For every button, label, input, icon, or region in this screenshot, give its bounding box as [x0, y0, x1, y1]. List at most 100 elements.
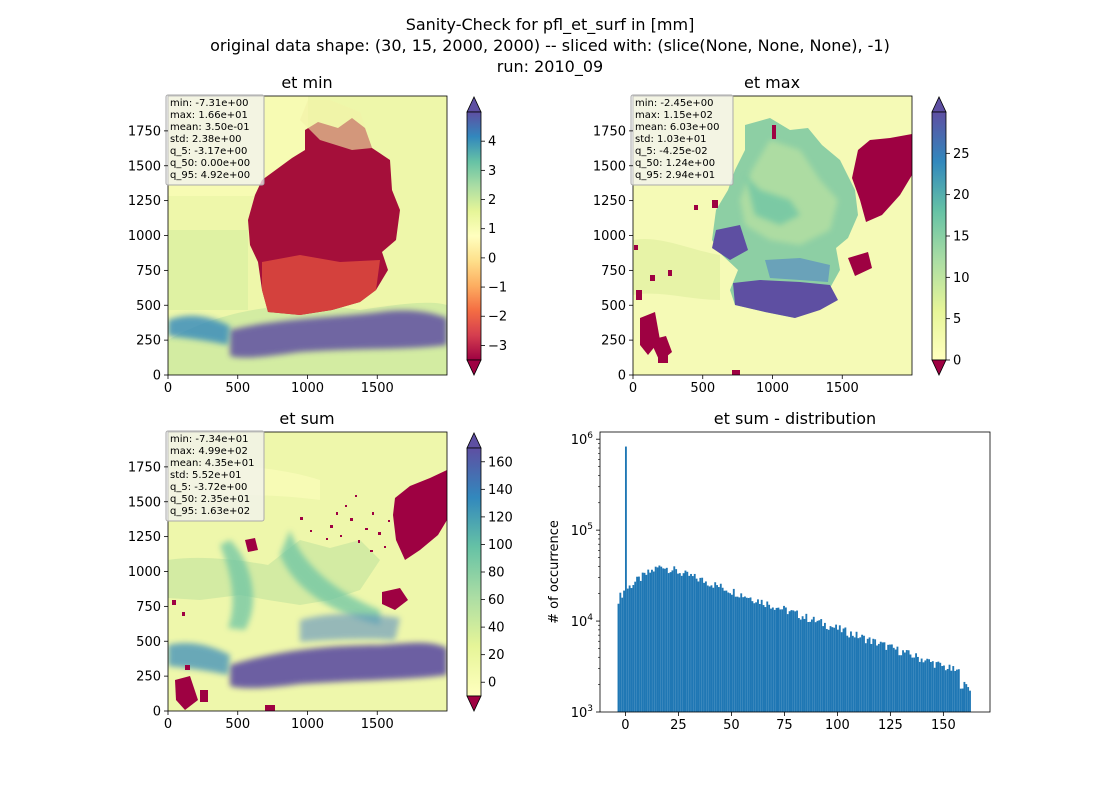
y-tick-label: 1750 [128, 124, 161, 139]
y-tick-label: 0 [153, 369, 161, 384]
histogram-bar [905, 650, 908, 712]
stat-line: mean: 3.50e-01 [170, 122, 250, 133]
histogram-bar [755, 602, 758, 712]
colorbar-tick-label: 20 [488, 648, 505, 663]
stat-line: q_5: -3.72e+00 [170, 482, 247, 493]
histogram-bar [749, 597, 752, 712]
histogram-bars [617, 446, 971, 712]
histogram-bar [924, 660, 927, 712]
histogram-bar [624, 446, 627, 712]
histogram-bar [740, 593, 743, 712]
histogram-bar [840, 632, 843, 712]
histogram-bar [621, 597, 624, 712]
histogram-bar [757, 599, 759, 712]
histogram-bar [928, 659, 931, 712]
histogram-bar [898, 655, 901, 712]
histogram-bar [937, 661, 940, 712]
histogram-bar [842, 628, 845, 712]
y-tick-label: 1750 [128, 460, 161, 475]
histogram-bar [887, 644, 890, 712]
y-tick-label: 0 [153, 705, 161, 720]
histogram-bar [848, 637, 851, 712]
colorbar-tick-label: 60 [488, 593, 505, 608]
panel-et-sum: et sum [128, 409, 513, 732]
histogram-bar [636, 576, 639, 712]
colorbar-tick-label: 100 [488, 538, 513, 553]
stat-line: q_5: -4.25e-02 [635, 146, 708, 157]
histogram-bar [877, 643, 880, 712]
histogram-bar [783, 605, 785, 712]
histogram-bar [876, 645, 878, 712]
histogram-bar [699, 577, 702, 712]
panel-title: et max [744, 73, 800, 92]
histogram-bar [732, 588, 735, 712]
histogram-bar [745, 597, 748, 712]
histogram-bar [617, 603, 620, 712]
histogram-bar [902, 650, 904, 712]
histogram-bar [731, 594, 733, 712]
histogram-bar [846, 635, 849, 712]
histogram-bar [677, 573, 679, 712]
histogram-bar [717, 587, 720, 712]
histogram-bar [950, 670, 953, 712]
x-tick-label: 1000 [291, 717, 324, 732]
histogram-bar [941, 666, 944, 712]
histogram-bar [697, 581, 700, 712]
histogram-bar [643, 572, 646, 712]
x-tick-label: 1000 [291, 381, 324, 396]
y-tick-label: 250 [136, 670, 161, 685]
histogram-bar [850, 631, 852, 712]
histogram-bar [861, 634, 864, 712]
stat-line: q_95: 2.94e+01 [635, 170, 715, 181]
colorbar-tick-label: 160 [488, 455, 513, 470]
histogram-bar [956, 669, 958, 712]
colorbar-tick-label: −2 [488, 310, 507, 325]
stat-line: q_95: 1.63e+02 [170, 506, 250, 517]
panel-title: et sum - distribution [714, 409, 876, 428]
y-tick-label: 250 [601, 334, 626, 349]
x-tick-label: 1000 [756, 381, 789, 396]
histogram-bar [671, 570, 674, 712]
histogram-bar [965, 684, 968, 712]
histogram-bar [770, 608, 772, 712]
histogram-bar [913, 657, 916, 712]
stat-line: q_50: 0.00e+00 [170, 158, 250, 169]
histogram-bar [623, 590, 625, 712]
histogram-bar [911, 657, 914, 712]
histogram-bar [688, 575, 691, 712]
histogram-bar [822, 626, 824, 712]
stat-line: std: 2.38e+00 [170, 134, 242, 145]
histogram-bar [812, 616, 815, 712]
y-tick-label: 1250 [128, 194, 161, 209]
histogram-bar [809, 621, 811, 712]
y-tick-label: 500 [136, 299, 161, 314]
histogram-bar [751, 601, 754, 712]
histogram-bar [634, 581, 637, 712]
x-tick-label: 150 [931, 718, 956, 733]
colorbar-tick-label: 2 [488, 193, 496, 208]
stat-line: min: -2.45e+00 [635, 98, 714, 109]
histogram-bar [665, 567, 668, 712]
stat-line: max: 4.99e+02 [170, 446, 248, 457]
histogram-bar [864, 643, 867, 712]
stats-box: min: -2.45e+00 max: 1.15e+02 mean: 6.03e… [630, 94, 734, 186]
histogram-bar [693, 573, 696, 712]
histogram-bar [760, 599, 763, 712]
histogram-bar [961, 688, 964, 712]
y-tick-label: 500 [601, 299, 626, 314]
histogram-bar [837, 629, 839, 712]
histogram-bar [931, 661, 934, 712]
histogram-bar [684, 570, 687, 712]
colorbar-tick-label: 0 [488, 676, 496, 691]
histogram-bar [626, 588, 629, 712]
histogram-bar [903, 652, 906, 712]
axes-ticks: 0 500 1000 1500 0 250 500 750 1000 1250 1500 1750 −3… [128, 124, 507, 396]
y-tick-label: 1750 [593, 124, 626, 139]
colorbar-tick-label: 120 [488, 510, 513, 525]
colorbar-tick-label: 80 [488, 566, 505, 581]
histogram-bar [649, 572, 652, 712]
x-tick-label: 0 [164, 381, 172, 396]
histogram-bar [918, 661, 921, 712]
colorbar-tick-label: 4 [488, 135, 496, 150]
histogram-bar [879, 641, 882, 712]
